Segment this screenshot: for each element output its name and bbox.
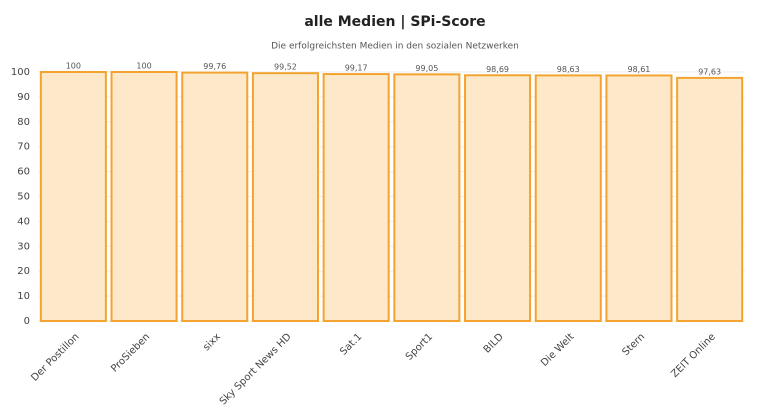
y-tick-label: 10 bbox=[17, 291, 30, 302]
bar bbox=[251, 72, 319, 322]
y-tick-label: 0 bbox=[24, 316, 30, 327]
y-tick-label: 100 bbox=[11, 67, 30, 78]
y-tick-label: 40 bbox=[17, 216, 30, 227]
y-tick-label: 20 bbox=[17, 266, 30, 277]
y-tick-label: 60 bbox=[17, 167, 30, 178]
bar bbox=[39, 71, 107, 322]
x-tick-label: sixx bbox=[201, 331, 223, 353]
x-tick-label: Die Welt bbox=[539, 331, 577, 369]
bar bbox=[676, 76, 744, 322]
y-tick-label: 70 bbox=[17, 142, 30, 153]
bar bbox=[181, 71, 249, 323]
value-label: 99,76 bbox=[203, 62, 226, 71]
x-tick-label: Sky Sport News HD bbox=[218, 331, 294, 407]
bar bbox=[605, 74, 673, 322]
y-tick-label: 50 bbox=[17, 192, 30, 203]
value-label: 100 bbox=[66, 62, 81, 71]
chart-subtitle: Die erfolgreichsten Medien in den sozial… bbox=[271, 42, 519, 52]
value-label: 98,69 bbox=[486, 65, 509, 74]
bar bbox=[464, 74, 532, 322]
bar bbox=[110, 71, 178, 322]
y-tick-label: 30 bbox=[17, 241, 30, 252]
x-tick-label: Sat.1 bbox=[338, 331, 364, 357]
value-label: 98,61 bbox=[627, 65, 650, 74]
y-tick-label: 90 bbox=[17, 92, 30, 103]
x-tick-label: ZEIT Online bbox=[669, 331, 718, 380]
value-label: 100 bbox=[136, 62, 151, 71]
bar bbox=[322, 73, 390, 323]
x-tick-label: Sport1 bbox=[404, 331, 435, 362]
value-label: 99,52 bbox=[274, 63, 297, 72]
value-label: 99,17 bbox=[345, 64, 368, 73]
bar bbox=[534, 74, 602, 322]
x-tick-label: Stern bbox=[621, 331, 648, 358]
bar bbox=[393, 73, 461, 323]
x-tick-label: Der Postillon bbox=[29, 331, 81, 383]
value-label: 97,63 bbox=[698, 67, 721, 76]
chart-title: alle Medien | SPi-Score bbox=[304, 14, 485, 30]
y-tick-label: 80 bbox=[17, 117, 30, 128]
value-label: 98,63 bbox=[557, 65, 580, 74]
x-tick-label: BILD bbox=[482, 331, 506, 355]
x-tick-label: ProSieben bbox=[109, 331, 152, 374]
value-label: 99,05 bbox=[415, 64, 438, 73]
